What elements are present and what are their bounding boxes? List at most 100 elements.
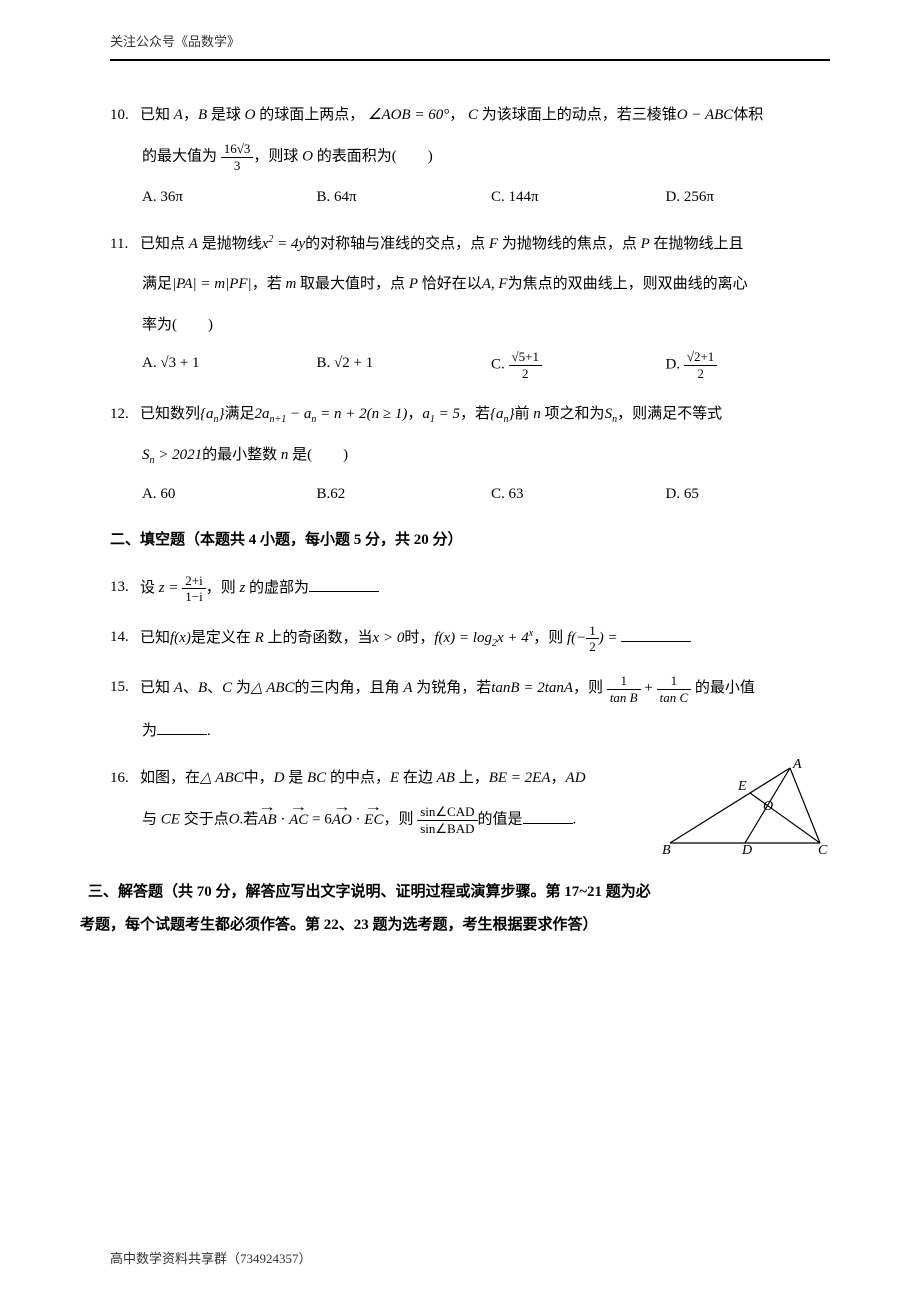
q12-paren: ( ): [307, 447, 356, 463]
q15-f1: 1tan B: [607, 673, 641, 705]
q14-te: ，则: [533, 630, 563, 646]
q16-l2b: 交于点: [180, 812, 229, 828]
header-wechat: 关注公众号《品数学》: [110, 30, 830, 55]
q10-l2c: 的表面积为: [313, 149, 392, 165]
q12-rc: = n + 2(n ≥ 1): [316, 406, 407, 422]
q11-oB-b: + 1: [350, 355, 373, 371]
q12-ia: a: [422, 406, 430, 422]
q12-ra: 2a: [255, 406, 270, 422]
fig-label-E: E: [737, 779, 747, 794]
q12-rb: − a: [286, 406, 311, 422]
q10-tc: 为该球面上的动点，若三棱锥: [478, 107, 677, 123]
q15-line2: 为.: [142, 717, 830, 746]
q15-B: B: [198, 680, 207, 696]
q16-tc: 是: [285, 770, 308, 786]
q11-foci: A, F: [482, 276, 508, 292]
q12-l2d: 是: [288, 447, 307, 463]
q16-v4: EC: [364, 806, 383, 835]
q16-td: 的中点，: [326, 770, 390, 786]
q15-blank: [157, 720, 207, 735]
q11-oDn: √2+1: [684, 349, 717, 366]
q10-optA: A. 36π: [142, 183, 307, 212]
q11-tb: 是抛物线: [198, 236, 262, 252]
q10-optC: C. 144π: [491, 183, 656, 212]
q10-oB-v: 64π: [334, 189, 357, 205]
q12-optA: A. 60: [142, 480, 307, 509]
q10-options: A. 36π B. 64π C. 144π D. 256π: [142, 183, 830, 212]
q14-num: 14.: [110, 623, 129, 652]
section3-line1: 三、解答题（共 70 分，解答应写出文字说明、证明过程或演算步骤。第 17~21…: [88, 876, 830, 909]
q16-v1: AB: [258, 806, 276, 835]
q10-oB-l: B.: [317, 189, 331, 205]
q15-s2: 、: [207, 680, 222, 696]
q12-p1: ，: [407, 406, 422, 422]
q12-tf: ，则满足不等式: [617, 406, 722, 422]
q15-cond: tanB = 2tanA: [491, 680, 573, 696]
q13-fd: 1−i: [182, 589, 205, 605]
fig-label-A: A: [792, 758, 802, 772]
q10-oC-l: C.: [491, 189, 505, 205]
q15-num: 15.: [110, 673, 129, 702]
q15-td: 为锐角，若: [412, 680, 491, 696]
q10-fn: 16√3: [221, 141, 254, 158]
q16-line1: 如图，在△ ABC中，D 是 BC 的中点，E 在边 AB 上，BE = 2EA…: [140, 770, 586, 786]
q10-O2: O: [302, 149, 313, 165]
q16-CE: CE: [161, 812, 180, 828]
q10-tb1: 是球: [211, 107, 245, 123]
q15-line1: 已知 A、B、C 为△ ABC的三内角，且角 A 为锐角，若tanB = 2ta…: [140, 680, 755, 696]
q14-eb: ) =: [599, 630, 622, 646]
q12-num: 12.: [110, 400, 129, 429]
q16-blank: [523, 809, 573, 824]
q11-oB-a: √2: [334, 355, 350, 371]
q10-t-a: 已知: [140, 107, 170, 123]
q16-te: 在边: [399, 770, 437, 786]
q10-p2: ，: [449, 107, 464, 123]
q11-oCd: 2: [509, 366, 542, 382]
q11-tc: 的对称轴与准线的交点，点: [305, 236, 489, 252]
q10-O: O: [245, 107, 256, 123]
q11-optD: D. √2+12: [666, 349, 831, 381]
q16-tb: 中，: [244, 770, 274, 786]
q16-num: 16.: [110, 764, 129, 793]
q13-blank: [309, 577, 379, 592]
q13-body: 设 z = 2+i1−i，则 z 的虚部为: [140, 580, 379, 596]
q10-line1: 已知 A，B 是球 O 的球面上两点， ∠AOB = 60°， C 为该球面上的…: [140, 107, 763, 123]
q11-P: P: [641, 236, 650, 252]
q11-line1: 已知点 A 是抛物线x2 = 4y的对称轴与准线的交点，点 F 为抛物线的焦点，…: [140, 236, 744, 252]
q12-optB: B.62: [317, 480, 482, 509]
q12-l2c: 的最小整数: [202, 447, 281, 463]
q11-m: m: [285, 276, 296, 292]
q16-O: O: [229, 812, 240, 828]
q12-ib: = 5: [435, 406, 460, 422]
q10-C: C: [468, 107, 478, 123]
q11-oA-a: √3: [160, 355, 176, 371]
q10-optB: B. 64π: [317, 183, 482, 212]
q14-td: 时，: [404, 630, 434, 646]
q11-line3: 率为( ): [142, 311, 830, 340]
q10-line2: 的最大值为 16√33，则球 O 的表面积为( ): [142, 141, 830, 173]
q11-td: 为抛物线的焦点，点: [498, 236, 641, 252]
q16-l2a: 与: [142, 812, 161, 828]
q12-optD: D. 65: [666, 480, 831, 509]
q15-A: A: [174, 680, 183, 696]
q12-S2: S: [142, 447, 150, 463]
q11-l2d: 恰好在以: [418, 276, 482, 292]
q10-oA-v: 36π: [160, 189, 183, 205]
q11-peq: = 4y: [273, 236, 305, 252]
q13-num: 13.: [110, 573, 129, 602]
q14-ed: 2: [586, 639, 599, 655]
q11-oD-f: √2+12: [684, 349, 717, 381]
q16-D: D: [274, 770, 285, 786]
q12-ta: 已知数列: [140, 406, 200, 422]
q14-blank: [621, 627, 691, 642]
q10-B: B: [198, 107, 207, 123]
q15-tf: 的最小值: [695, 680, 755, 696]
q14-body: 已知f(x)是定义在 R 上的奇函数，当x > 0时，f(x) = log2x …: [140, 630, 691, 646]
section3-line2: 考题，每个试题考生都必须作答。第 22、23 题为选考题，考生根据要求作答）: [80, 909, 830, 942]
question-12: 12. 已知数列{an}满足2an+1 − an = n + 2(n ≥ 1)，…: [110, 400, 830, 509]
q16-v3: AO: [332, 806, 352, 835]
q11-oDd: 2: [684, 366, 717, 382]
fig-label-O: O: [763, 799, 773, 814]
fig-label-C: C: [818, 843, 828, 858]
q11-te: 在抛物线上且: [650, 236, 744, 252]
